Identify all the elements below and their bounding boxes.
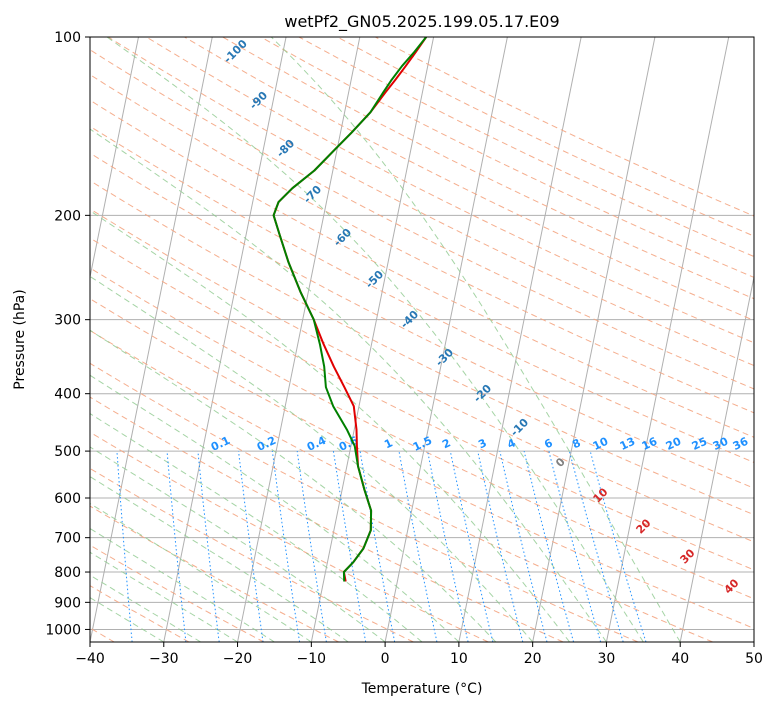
mixing-ratio-line-9 [398, 451, 438, 642]
moist-adiabat-20 [90, 275, 534, 642]
y-tick-label: 300 [54, 313, 81, 329]
x-tick-label: 10 [450, 651, 468, 667]
x-tick-label: −20 [223, 651, 253, 667]
dry-adiabat-170 [184, 37, 754, 322]
profile-line-1 [272, 37, 427, 582]
isotherm--20 [237, 37, 361, 642]
dry-adiabat-10 [90, 431, 489, 642]
dry-adiabat-70 [90, 237, 754, 571]
x-tick-label: −40 [75, 651, 105, 667]
y-tick-label: 600 [54, 491, 81, 507]
y-tick-label: 700 [54, 531, 81, 547]
moist-adiabat--25 [90, 574, 201, 642]
mixing-ratio-line-10 [427, 451, 469, 642]
moist-adiabat-25 [90, 210, 570, 642]
isotherm--50 [90, 37, 139, 280]
dry-adiabat-20 [90, 396, 564, 642]
mixing-ratio-line-17 [589, 450, 647, 642]
mixing-ratio-line-12 [477, 450, 524, 642]
x-tick-label: −10 [297, 651, 327, 667]
isotherm--30 [163, 37, 287, 642]
moist-adiabat-30 [90, 128, 607, 642]
isotherm-40 [679, 274, 754, 642]
y-axis-label: Pressure (hPa) [12, 289, 28, 389]
mixing-ratio-label-16: 30 [711, 435, 731, 453]
y-tick-label: 400 [54, 387, 81, 403]
mixing-ratio-label-11: 10 [591, 435, 611, 453]
x-tick-label: −30 [149, 651, 179, 667]
moist-adiabat-5 [90, 412, 423, 642]
dry-adiabat--30 [90, 585, 190, 642]
dry-adiabat-30 [90, 362, 639, 642]
dry-adiabat-50 [90, 298, 754, 629]
mixing-ratio-line-2 [166, 451, 187, 642]
y-tick-label: 900 [54, 595, 81, 611]
mixing-ratio-line-5 [271, 451, 301, 642]
mixing-ratio-label-12: 13 [618, 435, 637, 453]
dry-adiabat-100 [90, 152, 754, 489]
x-tick-label: 20 [524, 651, 542, 667]
dry-adiabat-140 [90, 49, 754, 390]
isotherm--60 [0, 37, 65, 642]
mixing-ratio-label-13: 16 [640, 435, 660, 453]
x-axis-label: Temperature (°C) [361, 681, 483, 697]
dry-adiabat-130 [90, 74, 754, 414]
y-tick-label: 100 [54, 30, 81, 46]
y-tick-label: 500 [54, 444, 81, 460]
dry-adiabat-60 [90, 267, 754, 600]
mixing-ratio-label-14: 20 [664, 435, 684, 453]
y-tick-label: 200 [54, 208, 81, 224]
x-tick-label: 50 [745, 651, 763, 667]
x-tick-label: 0 [381, 651, 390, 667]
plot-frame [89, 36, 755, 643]
chart-title: wetPf2_GN05.2025.199.05.17.E09 [284, 12, 559, 32]
dry-adiabat-40 [90, 329, 713, 642]
mixing-ratio-line-13 [499, 450, 548, 642]
isotherm-30 [605, 37, 730, 642]
mixing-ratio-line-4 [238, 451, 264, 642]
x-tick-label: 40 [671, 651, 689, 667]
moist-adiabat--10 [90, 502, 312, 642]
mixing-ratio-line-3 [197, 451, 220, 642]
isotherm-10 [458, 37, 582, 642]
mixing-ratio-line-15 [548, 450, 602, 642]
moist-adiabat-15 [90, 329, 497, 642]
dry-adiabat-160 [146, 37, 754, 344]
isotherm-50 [753, 639, 754, 642]
dry-adiabat-90 [90, 180, 754, 516]
mixing-ratio-label-17: 36 [731, 435, 751, 453]
mixing-ratio-label-15: 25 [690, 435, 709, 453]
moist-adiabat-10 [90, 374, 460, 642]
x-tick-label: 30 [598, 651, 616, 667]
mixing-ratio-line-16 [568, 450, 624, 642]
mixing-ratio-line-11 [449, 450, 494, 642]
moist-adiabat--5 [90, 475, 349, 642]
plot-background [90, 37, 754, 642]
moist-adiabat-35 [106, 37, 644, 642]
y-tick-label: 800 [54, 565, 81, 581]
y-tick-label: 1000 [45, 622, 81, 638]
mixing-ratio-line-14 [523, 450, 574, 642]
isotherm-20 [532, 37, 656, 642]
moist-adiabat--15 [90, 527, 275, 642]
moist-adiabat--20 [90, 551, 238, 642]
moist-adiabat--30 [90, 597, 165, 642]
mixing-ratio-line-1 [116, 451, 133, 642]
isotherm-0 [384, 37, 508, 642]
mixing-ratio-line-6 [296, 451, 327, 642]
isotherm--10 [310, 37, 435, 642]
dry-adiabat--10 [90, 505, 339, 642]
